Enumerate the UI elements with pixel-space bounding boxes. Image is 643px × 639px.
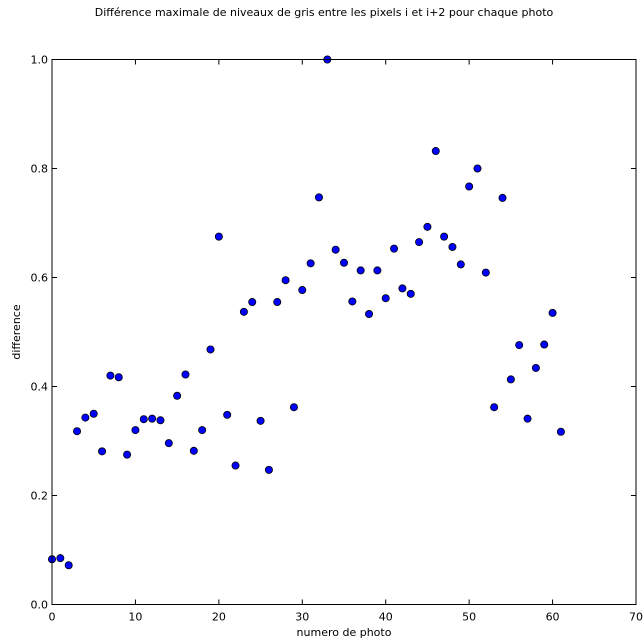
x-tick-label: 40 — [379, 611, 393, 624]
data-point — [131, 426, 140, 435]
data-point — [73, 427, 82, 436]
y-tick-label: 0.0 — [31, 599, 49, 612]
data-point — [56, 554, 65, 563]
data-point — [81, 413, 90, 422]
data-point — [298, 286, 307, 295]
y-tick-label: 1.0 — [31, 54, 49, 67]
data-point — [314, 193, 323, 202]
x-tick-label: 0 — [49, 611, 56, 624]
data-point — [373, 266, 382, 275]
data-point — [306, 259, 315, 268]
data-point — [390, 244, 399, 253]
data-point — [198, 426, 207, 435]
data-point — [189, 446, 198, 455]
data-point — [231, 461, 240, 470]
data-point — [123, 450, 132, 459]
data-point — [206, 345, 215, 354]
data-point — [281, 276, 290, 285]
data-point — [356, 266, 365, 275]
data-point — [540, 340, 549, 349]
y-axis-label: difference — [10, 304, 23, 359]
data-point — [181, 370, 190, 379]
data-point — [64, 561, 73, 570]
y-tick-label: 0.4 — [31, 381, 49, 394]
data-point — [398, 284, 407, 293]
x-tick-label: 60 — [546, 611, 560, 624]
data-point — [339, 258, 348, 267]
data-point — [114, 373, 123, 382]
data-points — [48, 55, 565, 570]
data-point — [523, 414, 532, 423]
data-point — [264, 465, 273, 474]
data-point — [98, 447, 107, 456]
data-point — [156, 416, 165, 425]
data-point — [431, 147, 440, 156]
data-point — [256, 416, 265, 425]
data-point — [515, 341, 524, 350]
data-point — [223, 410, 232, 419]
data-point — [448, 242, 457, 251]
data-point — [289, 403, 298, 412]
chart-title: Différence maximale de niveaux de gris e… — [95, 6, 554, 19]
x-tick-label: 20 — [212, 611, 226, 624]
data-point — [248, 298, 257, 307]
data-point — [173, 391, 182, 400]
data-point — [531, 363, 540, 372]
data-point — [548, 308, 557, 317]
x-tick-label: 50 — [462, 611, 476, 624]
data-point — [331, 245, 340, 254]
data-point — [365, 310, 374, 319]
data-point — [473, 164, 482, 173]
data-point — [381, 294, 390, 303]
x-axis-label: numero de photo — [297, 626, 392, 639]
data-point — [148, 414, 157, 423]
data-point — [415, 238, 424, 247]
axis-ticks: 0 10 20 30 40 50 60 70 0.0 0.2 0.4 0.6 0.8 1.0 — [31, 54, 643, 624]
data-point — [456, 260, 465, 269]
data-point — [239, 307, 248, 316]
data-point — [498, 193, 507, 202]
data-point — [106, 371, 115, 380]
y-tick-label: 0.2 — [31, 490, 49, 503]
data-point — [406, 289, 415, 298]
y-tick-label: 0.8 — [31, 163, 49, 176]
x-tick-label: 10 — [128, 611, 142, 624]
data-point — [440, 232, 449, 241]
y-tick-label: 0.6 — [31, 272, 49, 285]
data-point — [556, 427, 565, 436]
data-point — [490, 403, 499, 412]
data-point — [139, 415, 148, 424]
data-point — [465, 182, 474, 191]
data-point — [481, 268, 490, 277]
x-tick-label: 70 — [629, 611, 643, 624]
data-point — [348, 297, 357, 306]
data-point — [506, 375, 515, 384]
data-point — [164, 439, 173, 448]
data-point — [423, 222, 432, 231]
data-point — [89, 409, 98, 418]
data-point — [214, 232, 223, 241]
data-point — [273, 298, 282, 307]
plot-frame — [51, 59, 637, 605]
x-tick-label: 30 — [295, 611, 309, 624]
